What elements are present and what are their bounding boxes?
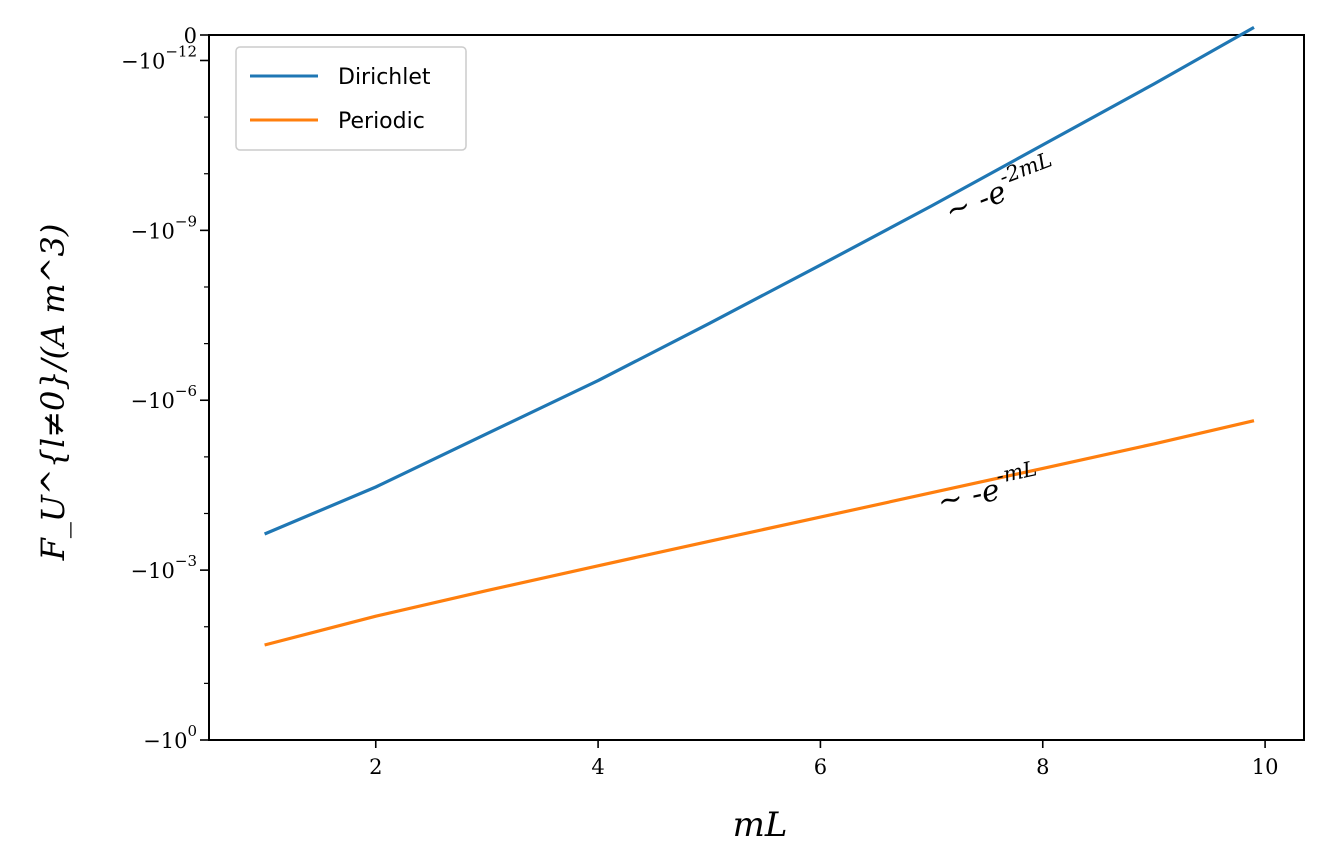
series-line-periodic bbox=[264, 419, 1255, 647]
annotation-periodic-text: ~ -e bbox=[934, 473, 1002, 520]
y-axis-title: F_U^{l≠0}/(A m^3) bbox=[34, 224, 72, 562]
legend-box bbox=[235, 46, 467, 151]
x-axis-title: mL bbox=[733, 805, 788, 845]
y-tick-label: −10−3 bbox=[131, 552, 197, 583]
series-line-dirichlet bbox=[263, 26, 1255, 536]
legend-label-dirichlet: Dirichlet bbox=[338, 65, 431, 90]
y-tick-label: 0 bbox=[184, 24, 197, 48]
x-tick-label: 10 bbox=[1252, 755, 1279, 779]
legend: Dirichlet Periodic bbox=[235, 46, 467, 151]
annotation-dirichlet-text: ~ -e bbox=[940, 174, 1011, 229]
annotation-periodic-sup: -mL bbox=[994, 456, 1039, 488]
svg-text:~ -e-mL: ~ -e-mL bbox=[933, 456, 1043, 520]
x-axis: 2 4 6 8 10 bbox=[369, 740, 1278, 779]
x-tick-label: 6 bbox=[814, 755, 827, 779]
annotation-dirichlet: ~ -e-2mL bbox=[937, 147, 1062, 229]
y-tick-label: −100 bbox=[143, 722, 197, 753]
plot-frame bbox=[208, 34, 1305, 741]
svg-text:F_U^{l≠0}/(A m^3): F_U^{l≠0}/(A m^3) bbox=[34, 224, 72, 562]
x-tick-label: 2 bbox=[369, 755, 382, 779]
y-tick-label: −10−6 bbox=[131, 382, 197, 413]
y-tick-label: −10−9 bbox=[131, 212, 197, 243]
annotation-periodic: ~ -e-mL bbox=[933, 456, 1043, 520]
y-tick-label: −10−12 bbox=[121, 42, 197, 73]
series-layer bbox=[263, 26, 1255, 647]
svg-text:~ -e-2mL: ~ -e-2mL bbox=[937, 147, 1062, 229]
x-tick-label: 8 bbox=[1036, 755, 1049, 779]
x-tick-label: 4 bbox=[591, 755, 604, 779]
legend-label-periodic: Periodic bbox=[338, 109, 425, 134]
y-axis: 0−10−12 −10−9 −10−6 −10−3 −100 bbox=[121, 24, 209, 753]
